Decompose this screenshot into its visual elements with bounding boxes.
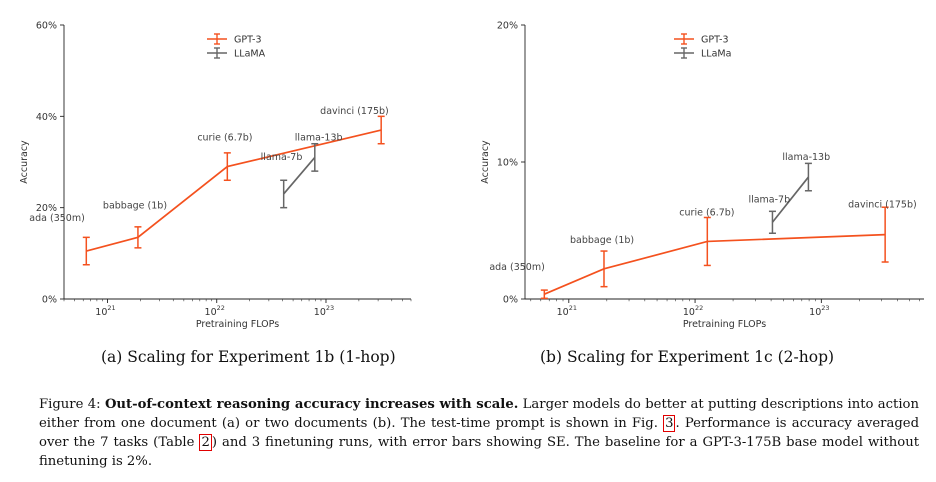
x-tick-label: 1022: [205, 304, 225, 318]
caption-text-1: Larger models do better at putting descr…: [39, 397, 919, 431]
point-label: llama-7b: [261, 152, 303, 163]
subcaption-a: (a) Scaling for Experiment 1b (1-hop): [101, 348, 396, 366]
legend-label: LLaMA: [234, 49, 266, 60]
figure-caption: Figure 4: Out-of-context reasoning accur…: [39, 395, 919, 471]
x-tick-label: 1022: [683, 304, 703, 318]
y-tick-label: 0%: [42, 295, 57, 306]
caption-prefix: Figure 4:: [39, 397, 105, 412]
caption-title: Out-of-context reasoning accuracy increa…: [104, 397, 519, 412]
point-label: babbage (1b): [103, 200, 167, 211]
y-tick-label: 10%: [497, 158, 518, 169]
point-label: ada (350m): [29, 213, 85, 224]
x-tick-label: 1023: [809, 304, 829, 318]
x-tick-label: 1021: [95, 304, 115, 318]
y-tick-label: 40%: [36, 112, 57, 123]
point-label: ada (350m): [489, 262, 545, 273]
point-label: davinci (175b): [848, 200, 917, 211]
point-label: llama-13b: [295, 132, 343, 143]
figure-reference-link[interactable]: 3: [663, 415, 676, 432]
caption-text-2: . Performance is accuracy averaged over …: [39, 416, 920, 450]
figure-plots: 0% 20% 40% 60% 1021 1022 1023 Pretraining FLOPs…: [19, 21, 924, 330]
y-axis-label: Accuracy: [19, 140, 30, 184]
y-tick-label: 20%: [497, 21, 518, 32]
caption-text-3: ) and 3 finetuning runs, with error bars…: [39, 435, 919, 469]
series-line: [283, 156, 316, 195]
x-tick-label: 1021: [557, 304, 577, 318]
x-axis-label: Pretraining FLOPs: [683, 319, 766, 330]
table-reference-link[interactable]: 2: [199, 434, 212, 451]
x-axis-label: Pretraining FLOPs: [196, 319, 279, 330]
x-tick-label: 1023: [314, 304, 334, 318]
y-tick-label: 20%: [36, 203, 57, 214]
series-line: [771, 176, 810, 223]
legend-label: LLaMa: [701, 49, 731, 60]
legend-label: GPT-3: [234, 35, 262, 46]
point-label: curie (6.7b): [197, 133, 252, 144]
point-label: llama-13b: [782, 152, 830, 163]
series-line: [86, 129, 382, 252]
y-tick-label: 0%: [503, 295, 518, 306]
legend-label: GPT-3: [701, 35, 729, 46]
point-label: curie (6.7b): [679, 207, 734, 218]
point-label: davinci (175b): [320, 106, 389, 117]
y-axis-label: Accuracy: [480, 140, 491, 184]
point-label: babbage (1b): [570, 235, 634, 246]
y-tick-label: 60%: [36, 21, 57, 32]
subcaption-b: (b) Scaling for Experiment 1c (2-hop): [540, 348, 835, 366]
series-line: [543, 233, 886, 295]
point-label: llama-7b: [748, 194, 790, 205]
